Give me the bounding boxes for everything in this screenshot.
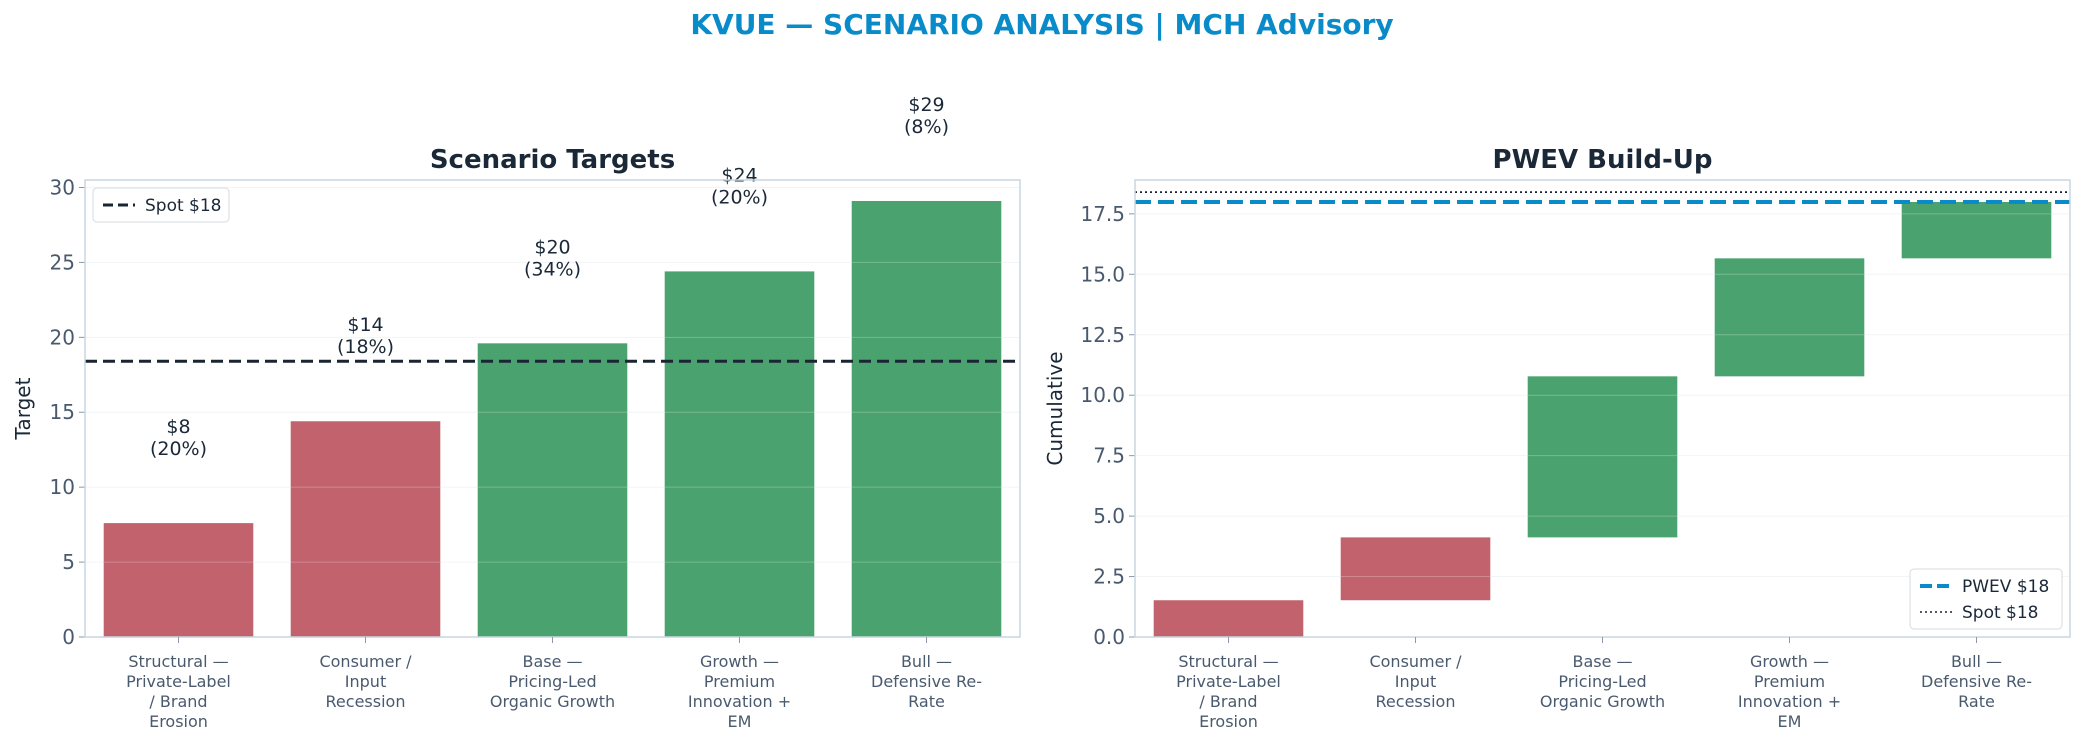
x-tick-label: Rate bbox=[908, 692, 945, 711]
data-label: $24 bbox=[721, 164, 757, 186]
data-label: (20%) bbox=[711, 186, 768, 208]
x-tick-label: Bull — bbox=[901, 652, 952, 671]
x-tick-label: Defensive Re- bbox=[871, 672, 982, 691]
y-tick-label: 15.0 bbox=[1080, 262, 1125, 286]
x-tick-label: Innovation + bbox=[688, 692, 791, 711]
page-title: KVUE — SCENARIO ANALYSIS | MCH Advisory bbox=[690, 8, 1394, 41]
legend: PWEV $18 Spot $18 bbox=[1909, 568, 2063, 630]
x-tick-label: EM bbox=[728, 712, 752, 731]
bar-gridlines bbox=[85, 186, 1020, 563]
legend: Spot $18 bbox=[92, 187, 230, 223]
bar-gridlines bbox=[1135, 213, 2070, 578]
y-tick-label: 15 bbox=[50, 400, 75, 424]
x-tick-label: Defensive Re- bbox=[1921, 672, 2032, 691]
x-tick-label: EM bbox=[1778, 712, 1802, 731]
waterfall-bar bbox=[1714, 258, 1865, 377]
legend-label: PWEV $18 bbox=[1962, 577, 2049, 597]
waterfall-bar bbox=[1340, 537, 1491, 601]
bars bbox=[1153, 202, 2052, 637]
y-tick-label: 2.5 bbox=[1093, 565, 1125, 589]
data-label: (18%) bbox=[337, 336, 394, 358]
x-tick-label: Pricing-Led bbox=[1558, 672, 1646, 691]
x-tick-label: Growth — bbox=[1750, 652, 1829, 671]
y-tick-label: 25 bbox=[50, 250, 75, 274]
waterfall-bar bbox=[1901, 202, 2052, 259]
x-tick-label: Consumer / bbox=[319, 652, 412, 671]
chart-title: PWEV Build-Up bbox=[1493, 145, 1713, 175]
chart-panel-2: PWEV Build-Up Cumulative 0.0 2.5 5.0 7.5 10.0 1… bbox=[1043, 145, 2071, 731]
x-tick-label: Structural — bbox=[128, 652, 228, 671]
y-tick-label: 12.5 bbox=[1080, 323, 1125, 347]
data-label: $29 bbox=[908, 94, 944, 116]
legend-label: Spot $18 bbox=[145, 196, 222, 216]
x-tick-label: Recession bbox=[1376, 692, 1456, 711]
bar bbox=[103, 523, 254, 637]
x-tick-label: Input bbox=[1395, 672, 1436, 691]
x-tick-label: Consumer / bbox=[1369, 652, 1462, 671]
data-label: (34%) bbox=[524, 258, 581, 280]
x-tick-label: Erosion bbox=[149, 712, 208, 731]
bar bbox=[290, 421, 441, 637]
y-tick-label: 10.0 bbox=[1080, 383, 1125, 407]
bar bbox=[477, 343, 628, 637]
y-axis-label: Cumulative bbox=[1043, 351, 1067, 465]
data-label: (20%) bbox=[150, 438, 207, 460]
x-tick-label: Erosion bbox=[1199, 712, 1258, 731]
x-tick-label: Input bbox=[345, 672, 386, 691]
x-tick-label: / Brand bbox=[1199, 692, 1257, 711]
y-tick-label: 17.5 bbox=[1080, 202, 1125, 226]
y-tick-label: 20 bbox=[50, 325, 75, 349]
y-tick-label: 5 bbox=[62, 550, 75, 574]
y-tick-label: 0.0 bbox=[1093, 625, 1125, 649]
chart-panel-1: Scenario TargetsTarget051015202530$8(20%… bbox=[11, 94, 1021, 731]
x-tick-label: Recession bbox=[326, 692, 406, 711]
x-tick-label: Premium bbox=[1754, 672, 1825, 691]
x-tick-label: Pricing-Led bbox=[508, 672, 596, 691]
data-label: $8 bbox=[166, 416, 190, 438]
x-tick-label: Premium bbox=[704, 672, 775, 691]
data-labels: $8(20%)$14(18%)$20(34%)$24(20%)$29(8%) bbox=[150, 94, 949, 460]
bars bbox=[103, 200, 1002, 637]
x-tick-label: Private-Label bbox=[126, 672, 231, 691]
y-tick-label: 0 bbox=[62, 625, 75, 649]
y-axis-label: Target bbox=[11, 377, 35, 440]
legend-box bbox=[92, 187, 230, 223]
bar bbox=[851, 200, 1002, 637]
x-tick-label: Base — bbox=[522, 652, 582, 671]
x-tick-label: Innovation + bbox=[1738, 692, 1841, 711]
waterfall-bar bbox=[1153, 600, 1304, 637]
x-tick-label: Base — bbox=[1572, 652, 1632, 671]
y-tick-label: 5.0 bbox=[1093, 504, 1125, 528]
x-tick-label: Rate bbox=[1958, 692, 1995, 711]
bar bbox=[664, 271, 815, 637]
x-tick-label: / Brand bbox=[149, 692, 207, 711]
x-tick-label: Private-Label bbox=[1176, 672, 1281, 691]
legend-label: Spot $18 bbox=[1962, 603, 2039, 623]
x-tick-label: Bull — bbox=[1951, 652, 2002, 671]
data-label: $14 bbox=[347, 314, 383, 336]
x-tick-label: Growth — bbox=[700, 652, 779, 671]
x-tick-label: Organic Growth bbox=[1540, 692, 1665, 711]
y-tick-label: 10 bbox=[50, 475, 75, 499]
x-tick-label: Organic Growth bbox=[490, 692, 615, 711]
data-label: $20 bbox=[534, 236, 570, 258]
x-tick-label: Structural — bbox=[1178, 652, 1278, 671]
data-label: (8%) bbox=[904, 116, 949, 138]
waterfall-bar bbox=[1527, 376, 1678, 538]
chart-title: Scenario Targets bbox=[430, 145, 675, 175]
y-tick-label: 30 bbox=[50, 175, 75, 199]
y-tick-label: 7.5 bbox=[1093, 444, 1125, 468]
